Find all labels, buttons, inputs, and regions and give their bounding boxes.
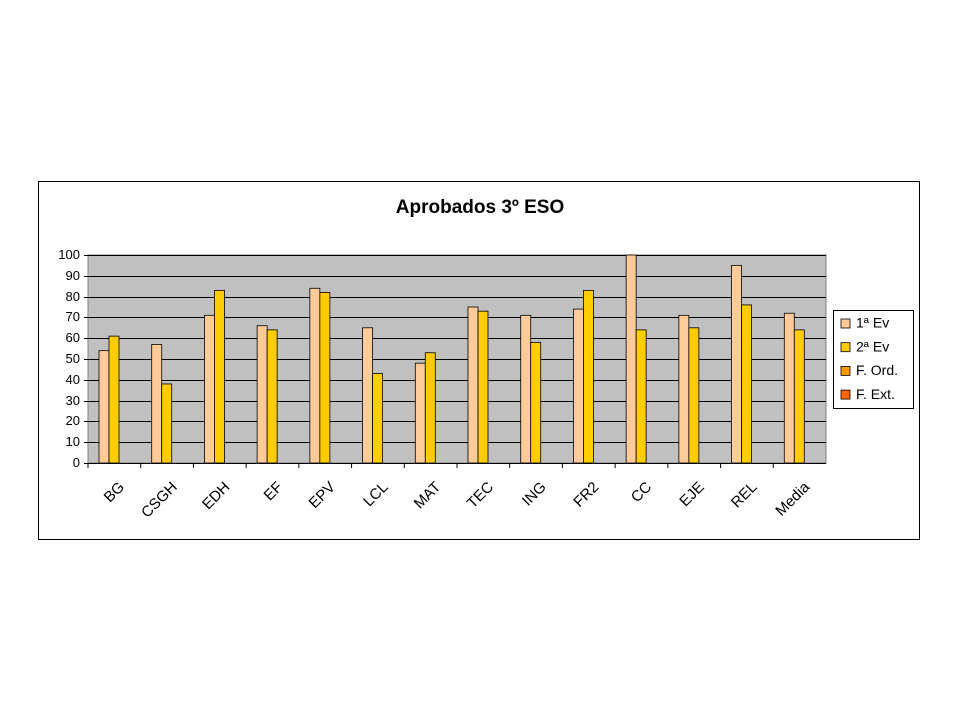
bar [573,308,584,464]
bar [731,264,742,464]
legend-label: F. Ext. [856,386,895,402]
bar [319,292,331,464]
bar [783,312,795,464]
bar [414,362,426,464]
bar [583,289,594,464]
chart-title: Aprobados 3º ESO [396,197,564,218]
y-tick-label: 90 [66,268,80,283]
y-tick-label: 40 [66,372,80,387]
bar [204,314,215,464]
bar [688,327,700,464]
bar [161,383,173,464]
bar [741,304,752,464]
legend-label: 1ª Ev [856,315,889,331]
legend-swatch [840,365,851,376]
bar [635,329,647,464]
legend-swatch [840,389,851,400]
bar [793,329,805,464]
bar [151,344,163,464]
bar [256,325,268,464]
y-tick-label: 70 [66,309,80,324]
bar [266,329,278,464]
bar [530,341,542,464]
bar [98,350,110,464]
legend-label: 2ª Ev [856,338,889,354]
y-tick-label: 10 [66,434,80,449]
bar [362,327,373,464]
bar [424,352,436,464]
bar [520,314,532,464]
y-tick-label: 80 [66,289,80,304]
bar [477,310,489,464]
bar [625,254,637,464]
y-tick-label: 0 [73,455,80,470]
y-tick-label: 50 [66,351,80,366]
bar [108,335,120,464]
legend-swatch [840,318,851,329]
bar [214,289,225,464]
y-tick-label: 60 [66,330,80,345]
y-tick-label: 20 [66,413,80,428]
legend-swatch [840,342,851,353]
bar [467,306,479,464]
bar [678,314,690,464]
y-tick-label: 30 [66,393,80,408]
bar [309,287,321,464]
legend-label: F. Ord. [856,362,898,378]
y-tick-label: 100 [58,247,80,262]
bar [372,373,383,464]
